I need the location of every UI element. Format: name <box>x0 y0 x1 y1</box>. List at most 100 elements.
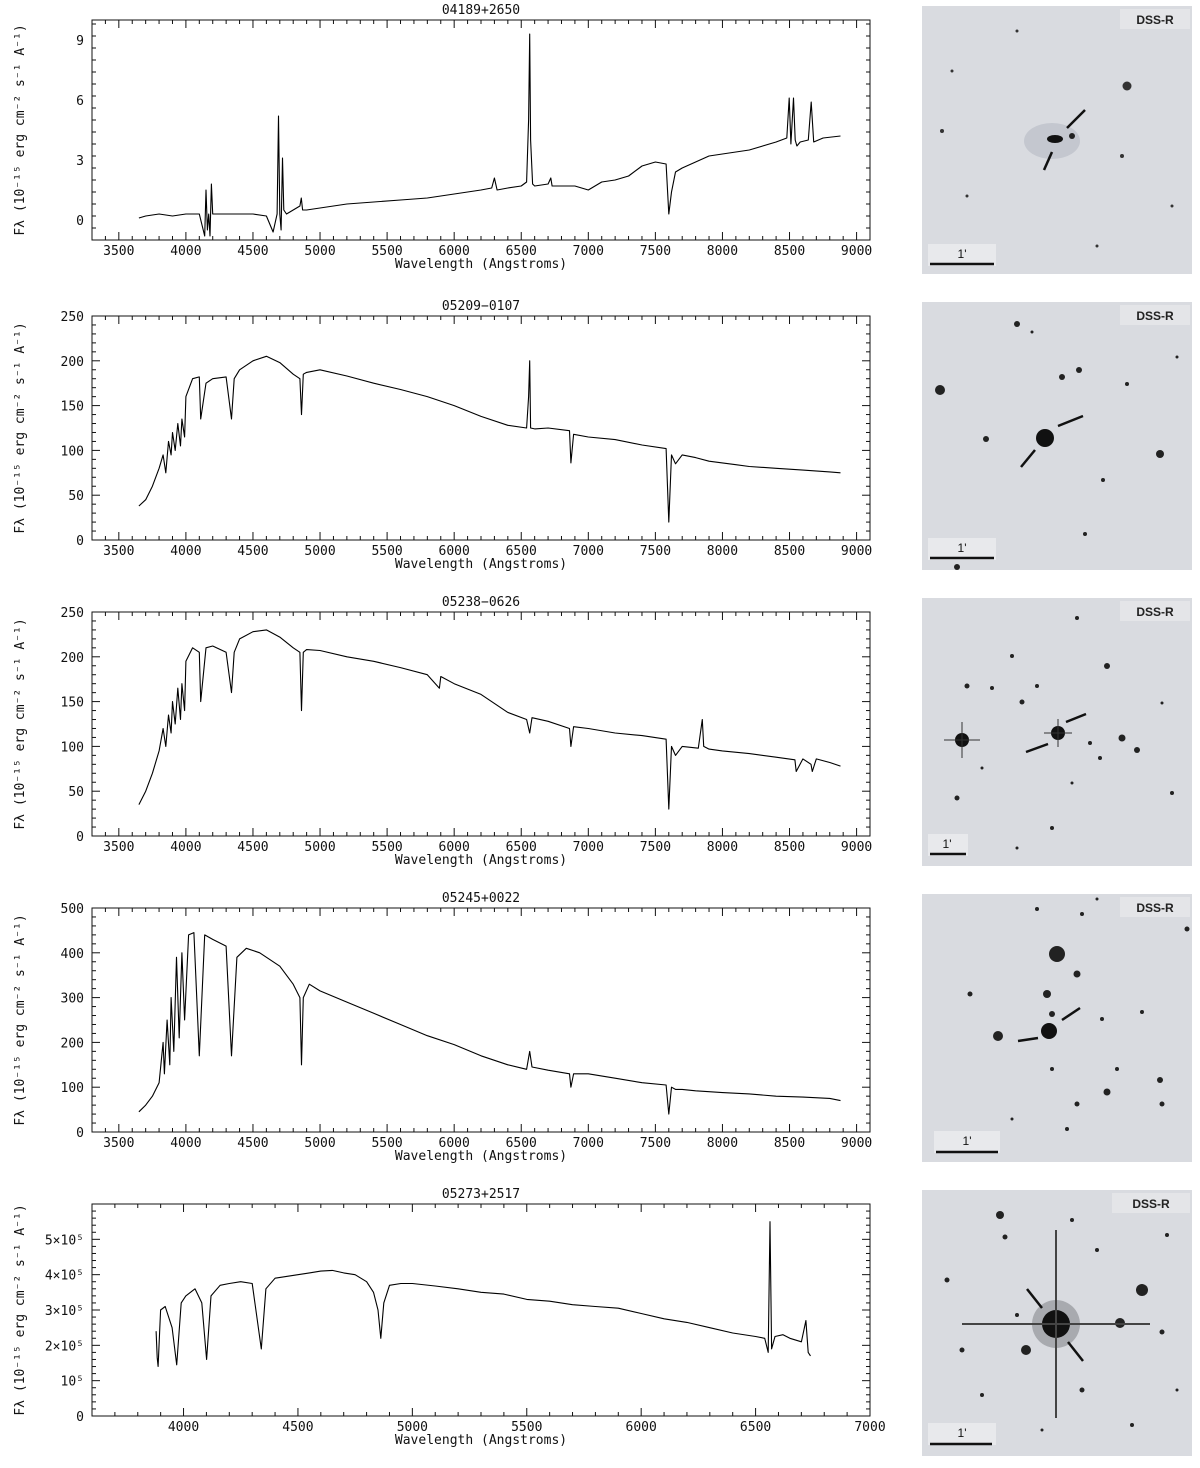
x-tick-label: 4000 <box>168 1420 199 1435</box>
x-tick-label: 4500 <box>237 1136 268 1151</box>
x-tick-label: 9000 <box>841 840 872 855</box>
scale-bar-label: 1' <box>943 837 952 851</box>
dss-thumbnail-5: DSS-R 1' <box>922 1190 1192 1456</box>
target-source <box>1047 135 1063 143</box>
x-axis-label: Wavelength (Angstroms) <box>395 557 567 572</box>
target-marker-line <box>1067 1341 1084 1362</box>
dss-band-label: DSS-R <box>1136 605 1174 619</box>
x-tick-label: 5500 <box>371 840 402 855</box>
chart-title: 05209−0107 <box>442 299 520 314</box>
field-stars <box>954 616 1174 850</box>
x-tick-label: 6500 <box>506 544 537 559</box>
x-axis-label: Wavelength (Angstroms) <box>395 257 567 272</box>
y-tick-label: 3×10⁵ <box>45 1304 84 1319</box>
x-tick-label: 8500 <box>774 1136 805 1151</box>
y-tick-label: 9 <box>76 34 84 49</box>
plot-frame <box>91 19 871 241</box>
y-tick-label: 0 <box>76 830 84 845</box>
y-axis-label: Fλ (10⁻¹⁵ erg cm⁻² s⁻¹ A⁻¹) <box>13 618 28 829</box>
dss-band-label: DSS-R <box>1136 901 1174 915</box>
y-tick-label: 4×10⁵ <box>45 1269 84 1284</box>
plot-frame <box>91 1203 871 1417</box>
x-tick-label: 6500 <box>740 1420 771 1435</box>
x-tick-label: 6500 <box>506 244 537 259</box>
spectrum-line <box>138 932 841 1115</box>
target-marker-line <box>1057 414 1084 428</box>
x-tick-label: 3500 <box>103 244 134 259</box>
x-tick-label: 5000 <box>397 1420 428 1435</box>
y-tick-label: 100 <box>61 444 84 459</box>
y-tick-label: 400 <box>61 947 84 962</box>
x-tick-label: 6500 <box>506 1136 537 1151</box>
dss-band-label: DSS-R <box>1136 13 1174 27</box>
panel-row-5: 05273+2517 4000 4500 5000 5500 6000 6500 7000 0 1… <box>0 1184 1200 1468</box>
y-tick-label: 250 <box>61 606 84 621</box>
spectrum-line <box>138 629 841 810</box>
target-marker-line <box>1065 712 1087 724</box>
spectrum-chart-3: 05238−0626 3500 4000 4500 5000 5500 6000 6500 70… <box>13 595 872 868</box>
panel-row-2: 05209−0107 3500 4000 4500 5000 5500 6000 6500 70… <box>0 296 1200 592</box>
y-tick-label: 0 <box>76 534 84 549</box>
dss-thumbnail-4: DSS-R 1' <box>922 894 1192 1162</box>
x-axis-label: Wavelength (Angstroms) <box>395 1149 567 1164</box>
target-marker-line <box>1026 1288 1043 1309</box>
target-marker-line <box>1042 151 1054 171</box>
x-tick-label: 7000 <box>573 840 604 855</box>
x-tick-label: 9000 <box>841 1136 872 1151</box>
field-stars <box>940 29 1174 248</box>
dss-thumbnail-3: DSS-R 1' <box>922 598 1192 866</box>
x-tick-label: 7500 <box>640 544 671 559</box>
x-tick-label: 8000 <box>707 544 738 559</box>
x-tick-label: 6000 <box>439 544 470 559</box>
dss-band-label: DSS-R <box>1136 309 1174 323</box>
plot-frame <box>91 907 871 1133</box>
target-marker-line <box>1061 1006 1081 1022</box>
scale-bar-label: 1' <box>958 1426 967 1440</box>
panel-row-4: 05245+0022 3500 4000 4500 5000 5500 6000 6500 70… <box>0 888 1200 1184</box>
x-tick-label: 8000 <box>707 1136 738 1151</box>
x-tick-label: 5000 <box>304 840 335 855</box>
field-stars <box>967 897 1190 1131</box>
y-tick-label: 2×10⁵ <box>45 1339 84 1354</box>
y-tick-label: 0 <box>76 214 84 229</box>
x-tick-label: 7500 <box>640 840 671 855</box>
x-tick-label: 5500 <box>371 244 402 259</box>
x-tick-label: 3500 <box>103 840 134 855</box>
plot-frame <box>91 315 871 541</box>
spectrum-line <box>138 355 841 523</box>
y-tick-label: 6 <box>76 94 84 109</box>
x-tick-label: 7000 <box>573 544 604 559</box>
x-tick-label: 7500 <box>640 244 671 259</box>
target-source <box>1041 1023 1057 1039</box>
x-tick-label: 9000 <box>841 244 872 259</box>
spectrum-chart-5: 05273+2517 4000 4500 5000 5500 6000 6500 7000 0 1… <box>13 1187 886 1448</box>
x-tick-label: 8000 <box>707 244 738 259</box>
y-tick-label: 10⁵ <box>61 1375 84 1390</box>
x-tick-label: 3500 <box>103 1136 134 1151</box>
y-tick-label: 50 <box>68 489 84 504</box>
x-tick-label: 6500 <box>506 840 537 855</box>
y-tick-label: 0 <box>76 1126 84 1141</box>
x-axis-label: Wavelength (Angstroms) <box>395 853 567 868</box>
y-axis-label: Fλ (10⁻¹⁵ erg cm⁻² s⁻¹ A⁻¹) <box>13 914 28 1125</box>
dss-band-label: DSS-R <box>1132 1197 1170 1211</box>
x-tick-label: 7000 <box>854 1420 885 1435</box>
y-tick-label: 200 <box>61 1036 84 1051</box>
chart-title: 04189+2650 <box>442 3 520 18</box>
panel-row-3: 05238−0626 3500 4000 4500 5000 5500 6000 6500 70… <box>0 592 1200 888</box>
chart-title: 05245+0022 <box>442 891 520 906</box>
x-tick-label: 5500 <box>371 544 402 559</box>
target-marker-line <box>1066 109 1086 129</box>
y-tick-label: 500 <box>61 902 84 917</box>
x-axis-label: Wavelength (Angstroms) <box>395 1433 567 1448</box>
scale-bar-label: 1' <box>958 541 967 555</box>
x-tick-label: 6000 <box>626 1420 657 1435</box>
x-tick-label: 7000 <box>573 1136 604 1151</box>
spectrum-line <box>138 33 841 237</box>
target-marker-line <box>1020 449 1036 468</box>
x-tick-label: 5500 <box>511 1420 542 1435</box>
y-axis-label: Fλ (10⁻¹⁵ erg cm⁻² s⁻¹ A⁻¹) <box>13 24 28 235</box>
spectrum-chart-1: 04189+2650 3500 4000 4500 5000 5500 6000 6500 70… <box>13 3 872 272</box>
x-tick-label: 7000 <box>573 244 604 259</box>
